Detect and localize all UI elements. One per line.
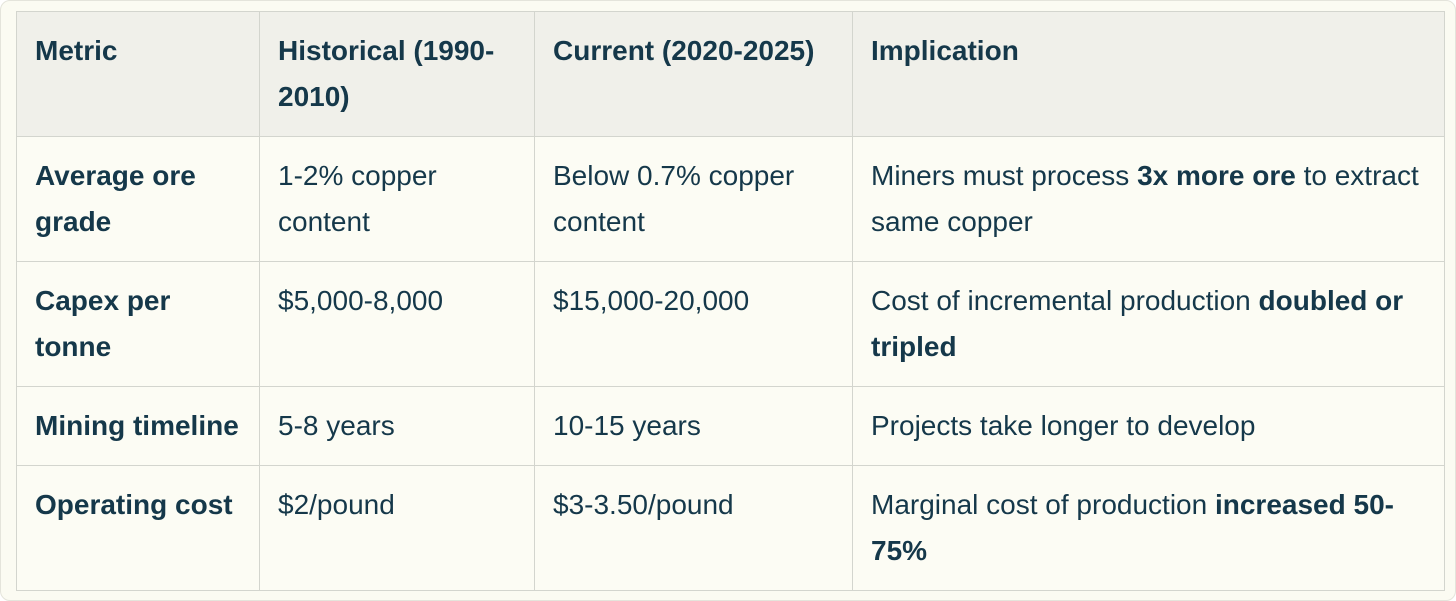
cell-current: Below 0.7% copper content (534, 136, 853, 262)
implication-bold-text: increased 50-75% (871, 489, 1394, 566)
cell-metric: Average ore grade (16, 136, 260, 262)
implication-bold-text: 3x more ore (1137, 160, 1296, 191)
header-row: Metric Historical (1990-2010) Current (2… (16, 11, 1445, 137)
table-row: Mining timeline 5-8 years 10-15 years Proje… (16, 386, 1445, 466)
cell-historical: $5,000-8,000 (259, 261, 535, 387)
table-body: Average ore grade 1-2% copper content Belo… (16, 136, 1445, 591)
cell-current: 10-15 years (534, 386, 853, 466)
cell-current: $3-3.50/pound (534, 465, 853, 591)
cell-implication: Projects take longer to develop (852, 386, 1445, 466)
cell-current: $15,000-20,000 (534, 261, 853, 387)
column-header-current: Current (2020-2025) (534, 11, 853, 137)
column-header-historical: Historical (1990-2010) (259, 11, 535, 137)
cell-metric: Mining timeline (16, 386, 260, 466)
cell-metric: Operating cost (16, 465, 260, 591)
table-row: Average ore grade 1-2% copper content Belo… (16, 136, 1445, 262)
implication-text: Marginal cost of production (871, 489, 1215, 520)
implication-text: Miners must process (871, 160, 1138, 191)
cell-historical: 5-8 years (259, 386, 535, 466)
table-row: Capex per tonne $5,000-8,000 $15,000-20,00… (16, 261, 1445, 387)
column-header-implication: Implication (852, 11, 1445, 137)
cell-implication: Miners must process 3x more ore to extra… (852, 136, 1445, 262)
implication-text: Cost of incremental production (871, 285, 1259, 316)
cell-historical: $2/pound (259, 465, 535, 591)
implication-text: to extract same copper (871, 160, 1419, 237)
table-row: Operating cost $2/pound $3-3.50/pound Margi… (16, 465, 1445, 591)
cell-historical: 1-2% copper content (259, 136, 535, 262)
implication-text: Projects take longer to develop (871, 410, 1256, 441)
column-header-metric: Metric (16, 11, 260, 137)
implication-bold-text: doubled or tripled (871, 285, 1404, 362)
cell-implication: Marginal cost of production increased 50… (852, 465, 1445, 591)
cell-metric: Capex per tonne (16, 261, 260, 387)
cell-implication: Cost of incremental production doubled o… (852, 261, 1445, 387)
copper-mining-metrics-table: Metric Historical (1990-2010) Current (2… (16, 11, 1445, 591)
